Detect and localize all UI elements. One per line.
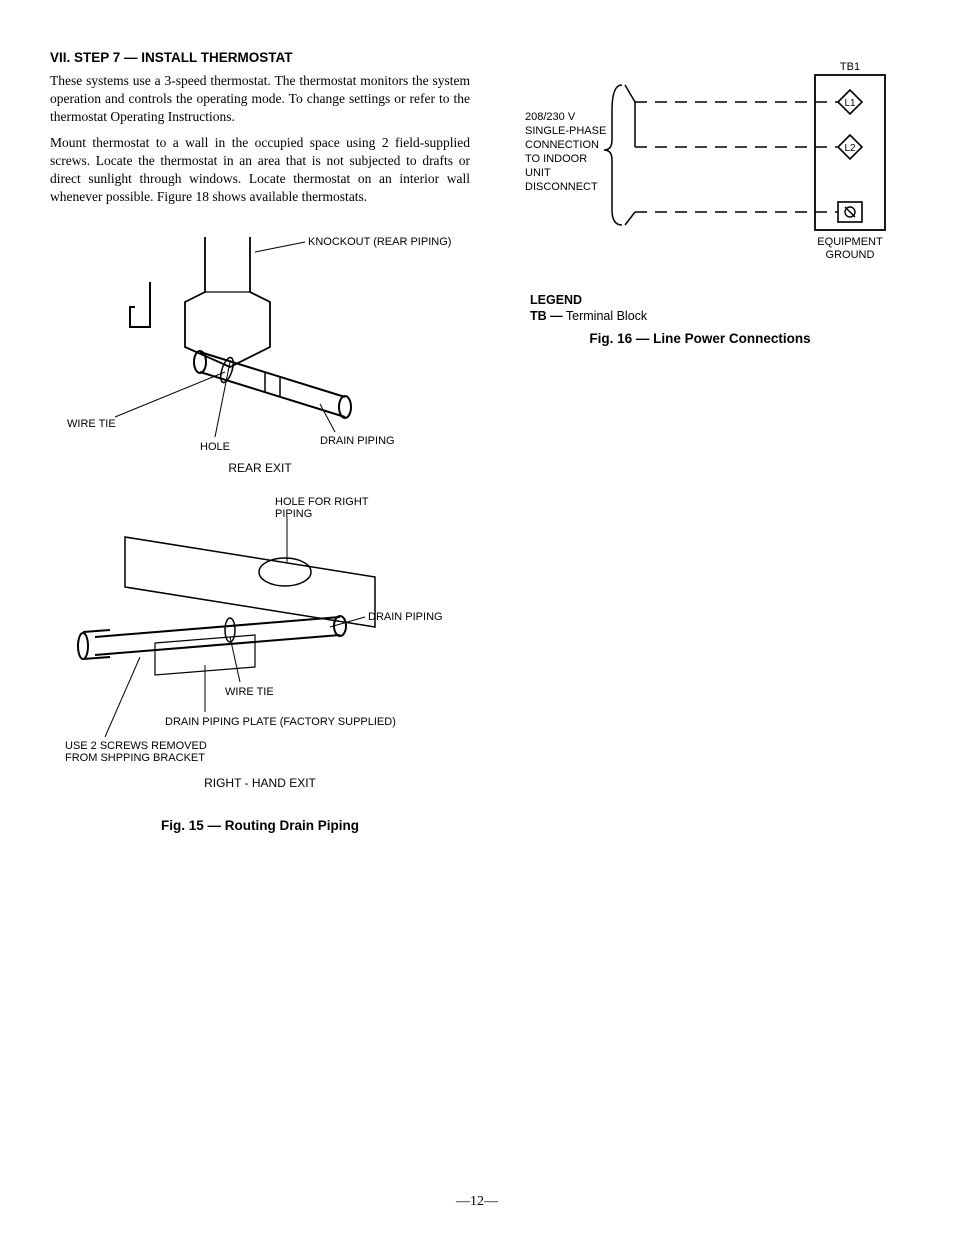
label-source-5: UNIT [525,167,551,179]
label-drain-plate: DRAIN PIPING PLATE (FACTORY SUPPLIED) [165,716,396,728]
label-wire-tie: WIRE TIE [67,418,116,430]
fig16-diagram: 208/230 V SINGLE-PHASE CONNECTION TO IND… [490,50,910,280]
label-knockout: KNOCKOUT (REAR PIPING) [308,236,451,248]
label-hole-right2: PIPING [275,508,312,520]
fig15-upper-diagram: KNOCKOUT (REAR PIPING) WIRE TIE HOLE DRA… [55,222,465,482]
fig15-lower-diagram: HOLE FOR RIGHT PIPING DRAIN PIPING WIRE … [55,487,465,807]
label-source-2: SINGLE-PHASE [525,125,606,137]
legend-tb: TB — Terminal Block [530,309,910,323]
label-source-6: DISCONNECT [525,181,598,193]
label-hole: HOLE [200,441,230,453]
label-wire-tie-lower: WIRE TIE [225,686,274,698]
label-screws-2: FROM SHPPING BRACKET [65,752,205,764]
label-ground-1: EQUIPMENT [817,236,883,248]
label-l2: L2 [844,143,856,154]
fig16-caption: Fig. 16 — Line Power Connections [490,331,910,346]
page-number: —12— [0,1194,954,1210]
legend-title: LEGEND [530,293,910,307]
fig15-lower-title: RIGHT - HAND EXIT [204,776,316,790]
label-tb1: TB1 [840,61,860,73]
label-drain-piping-upper: DRAIN PIPING [320,435,395,447]
fig15-container: KNOCKOUT (REAR PIPING) WIRE TIE HOLE DRA… [50,222,470,833]
fig15-caption: Fig. 15 — Routing Drain Piping [50,818,470,833]
label-drain-piping-lower: DRAIN PIPING [368,611,443,623]
label-source-1: 208/230 V [525,111,576,123]
para-2: Mount thermostat to a wall in the occupi… [50,134,470,207]
label-source-3: CONNECTION [525,139,599,151]
label-l1: L1 [844,98,856,109]
para-1: These systems use a 3-speed thermostat. … [50,72,470,127]
legend-tb-val: Terminal Block [563,309,648,323]
label-ground-2: GROUND [826,249,875,261]
legend-tb-key: TB — [530,309,563,323]
label-source-4: TO INDOOR [525,153,587,165]
fig16-legend: LEGEND TB — Terminal Block [530,293,910,323]
label-hole-right1: HOLE FOR RIGHT [275,496,369,508]
label-screws-1: USE 2 SCREWS REMOVED [65,740,207,752]
fig15-upper-title: REAR EXIT [228,461,292,475]
section-heading: VII. STEP 7 — INSTALL THERMOSTAT [50,50,470,65]
